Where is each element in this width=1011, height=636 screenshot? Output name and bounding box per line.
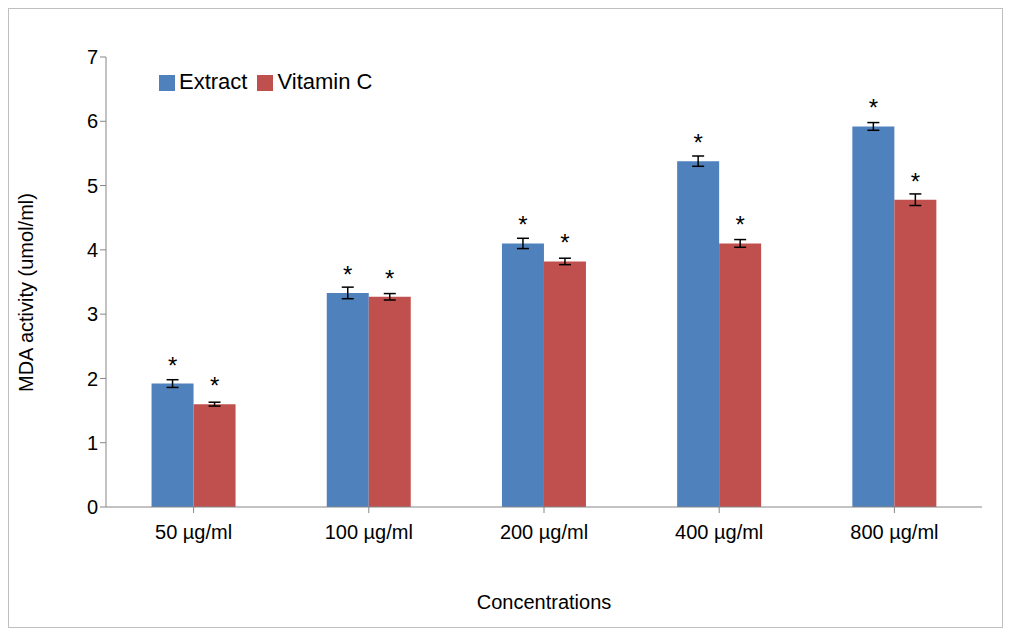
svg-text:*: * [560,229,569,256]
svg-text:100 µg/ml: 100 µg/ml [325,521,413,543]
svg-text:4: 4 [87,239,98,261]
svg-text:0: 0 [87,496,98,518]
svg-text:1: 1 [87,432,98,454]
svg-text:*: * [735,211,744,238]
svg-text:7: 7 [87,46,98,68]
svg-text:400 µg/ml: 400 µg/ml [675,521,763,543]
svg-text:*: * [693,129,702,156]
svg-text:*: * [518,211,527,238]
svg-text:MDA activity (umol/ml): MDA activity (umol/ml) [15,193,37,392]
svg-text:*: * [385,265,394,292]
html-text:Extract: Extract [179,69,248,94]
svg-text:*: * [210,372,219,399]
svg-text:*: * [911,168,920,195]
svg-text:Concentrations: Concentrations [477,591,612,613]
svg-text:50 µg/ml: 50 µg/ml [155,521,232,543]
svg-text:2: 2 [87,368,98,390]
svg-text:*: * [168,352,177,379]
svg-text:*: * [869,94,878,121]
svg-text:*: * [343,261,352,288]
svg-text:3: 3 [87,303,98,325]
svg-text:200 µg/ml: 200 µg/ml [500,521,588,543]
html-text:Vitamin C: Vitamin C [277,69,373,94]
svg-text:6: 6 [87,110,98,132]
svg-text:800 µg/ml: 800 µg/ml [850,521,938,543]
svg-text:5: 5 [87,175,98,197]
